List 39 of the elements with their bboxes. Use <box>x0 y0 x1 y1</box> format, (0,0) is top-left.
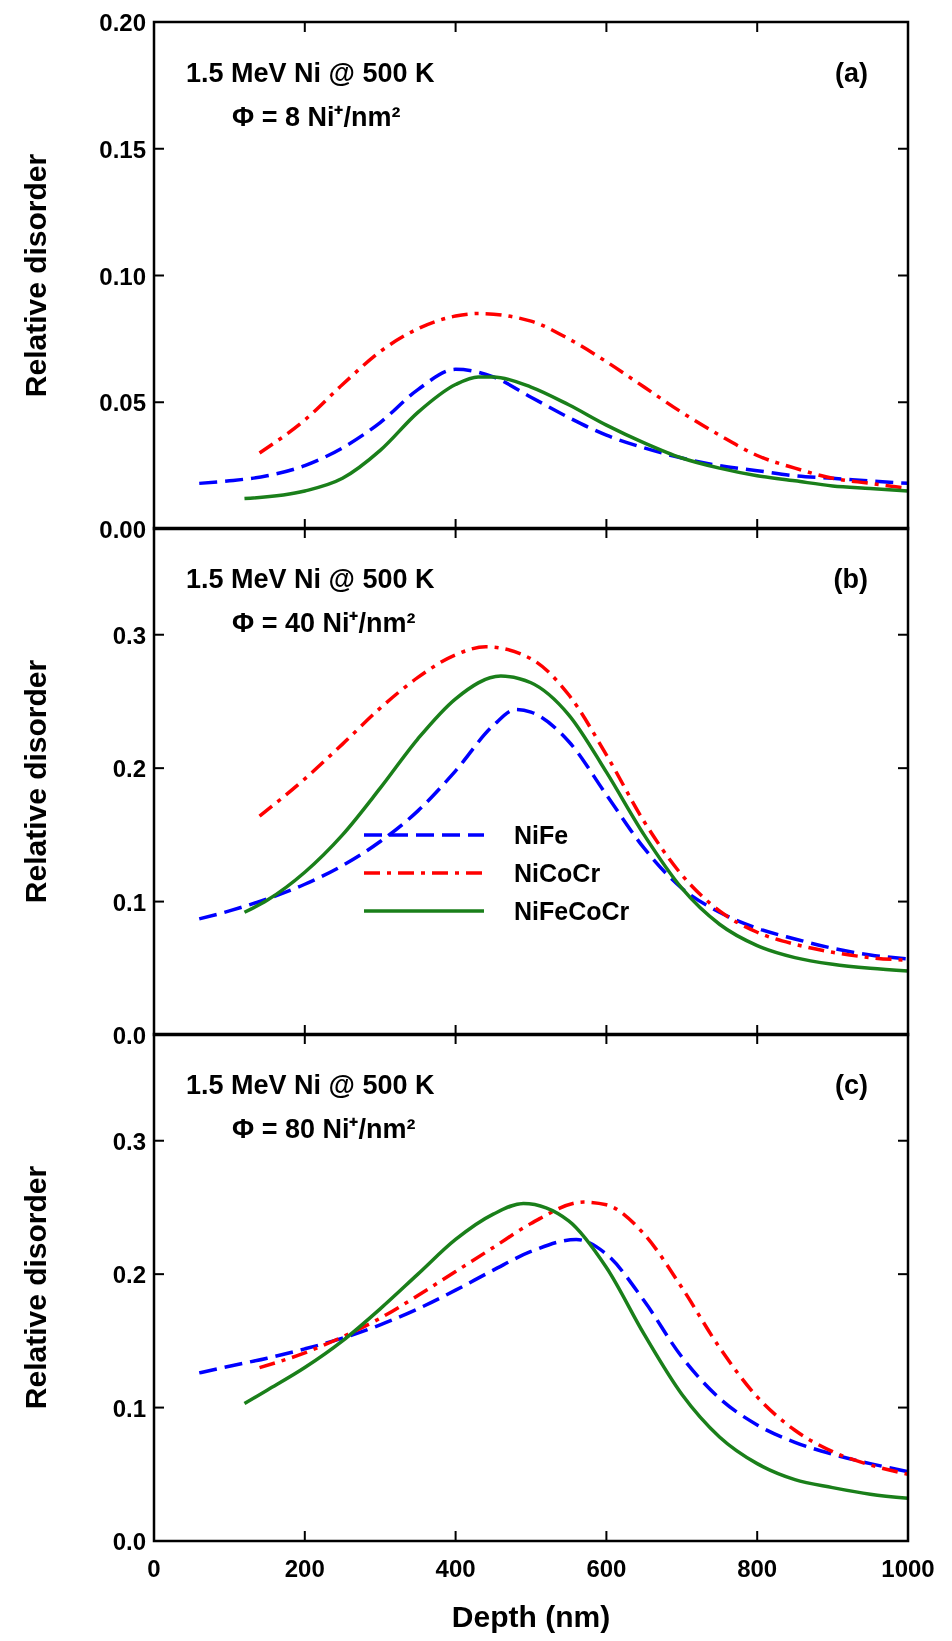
x-tick-label: 200 <box>284 1555 325 1582</box>
annotation: 1.5 MeV Ni @ 500 K <box>186 564 435 594</box>
annotation: Φ = 8 Ni⁺/nm² <box>232 102 401 132</box>
y-axis-title: Relative disorder <box>19 153 52 398</box>
y-tick-label: 0.15 <box>99 135 146 163</box>
legend-label: NiFe <box>514 821 569 849</box>
y-tick-label: 0.3 <box>112 621 146 649</box>
x-tick-label: 1000 <box>881 1555 935 1582</box>
y-tick-label: 0.20 <box>99 9 146 36</box>
x-tick-label: 400 <box>435 1555 476 1582</box>
annotation: 1.5 MeV Ni @ 500 K <box>186 1070 435 1100</box>
annotation: Φ = 80 Ni⁺/nm² <box>232 1114 416 1144</box>
x-tick-label: 0 <box>147 1555 161 1582</box>
annotation: Φ = 40 Ni⁺/nm² <box>232 608 416 638</box>
y-axis-title: Relative disorder <box>19 659 52 904</box>
y-tick-label: 0.10 <box>99 262 146 290</box>
y-axis-title: Relative disorder <box>19 1165 52 1410</box>
y-tick-label: 0.1 <box>112 1394 146 1422</box>
line-series <box>197 367 908 486</box>
y-tick-label: 0.2 <box>112 1261 146 1289</box>
annotation: (a) <box>835 58 868 88</box>
x-tick-label: 800 <box>737 1555 778 1582</box>
y-tick-label: 0.3 <box>112 1127 146 1155</box>
line-series <box>197 707 908 961</box>
y-tick-label: 0.05 <box>99 389 146 417</box>
annotation: 1.5 MeV Ni @ 500 K <box>186 58 435 88</box>
annotation: (b) <box>833 564 868 594</box>
x-axis-title: Depth (nm) <box>451 1600 611 1633</box>
line-series <box>242 375 908 501</box>
legend-label: NiCoCr <box>514 859 601 887</box>
legend-label: NiFeCoCr <box>514 897 630 925</box>
y-tick-label: 0.2 <box>112 755 146 783</box>
y-tick-label: 0.0 <box>112 1528 146 1555</box>
x-tick-label: 600 <box>586 1555 627 1582</box>
line-series <box>197 1237 908 1474</box>
annotation: (c) <box>835 1070 868 1100</box>
y-tick-label: 0.00 <box>99 516 146 543</box>
y-tick-label: 0.0 <box>112 1022 146 1049</box>
y-tick-label: 0.1 <box>112 888 146 916</box>
